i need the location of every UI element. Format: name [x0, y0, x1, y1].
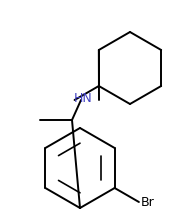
Text: Br: Br [141, 195, 155, 209]
Text: HN: HN [74, 92, 92, 104]
